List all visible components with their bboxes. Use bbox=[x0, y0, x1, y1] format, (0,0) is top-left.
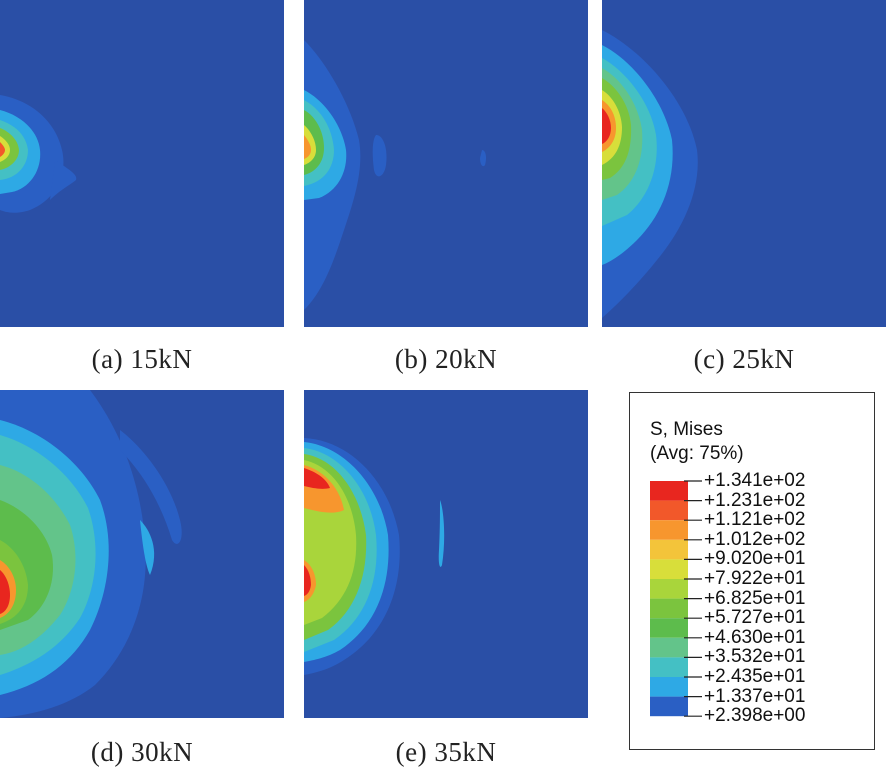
legend-swatch bbox=[650, 579, 688, 599]
caption-35kn: (e) 35kN bbox=[395, 737, 497, 767]
legend-swatch bbox=[650, 598, 688, 619]
legend-color-scale bbox=[650, 480, 702, 717]
legend-level-label: +2.398e+00 bbox=[704, 705, 806, 727]
legend-level-label: +1.231e+02 bbox=[704, 489, 806, 511]
legend-title-line1: S, Mises bbox=[650, 419, 723, 440]
legend-level-label: +6.825e+01 bbox=[704, 587, 806, 609]
stress-contour-35kn bbox=[304, 390, 588, 718]
legend-level-label: +2.435e+01 bbox=[704, 666, 806, 687]
stress-contour-30kn bbox=[0, 390, 284, 718]
stress-contour-25kn bbox=[602, 0, 886, 327]
stress-contour-15kn bbox=[0, 0, 284, 327]
contour-panel-35kn bbox=[304, 390, 588, 718]
legend-title-line2: (Avg: 75%) bbox=[650, 443, 744, 464]
legend-swatch bbox=[650, 559, 688, 579]
legend-swatch bbox=[650, 500, 688, 521]
mises-stress-legend: S, Mises (Avg: 75%) +1.341e+02 +1.231e+02… bbox=[629, 392, 875, 750]
caption-20kn: (b) 20kN bbox=[394, 344, 498, 374]
caption-30kn: (d) 30kN bbox=[90, 737, 194, 767]
legend-level-label: +4.630e+01 bbox=[704, 626, 806, 648]
contour-panel-30kn bbox=[0, 390, 284, 718]
legend-level-label: +9.020e+01 bbox=[704, 548, 806, 570]
legend-swatch bbox=[650, 696, 688, 717]
contour-panel-25kn bbox=[602, 0, 886, 327]
legend-level-label: +1.012e+02 bbox=[704, 528, 806, 550]
legend-level-label: +3.532e+01 bbox=[704, 646, 806, 668]
legend-swatch bbox=[650, 539, 688, 560]
legend-level-label: +5.727e+01 bbox=[704, 607, 806, 629]
legend-level-label: +1.121e+02 bbox=[704, 509, 806, 531]
legend-swatch bbox=[650, 520, 688, 540]
legend-swatch bbox=[650, 481, 688, 501]
legend-level-label: +1.341e+02 bbox=[704, 470, 806, 491]
legend-level-label: +1.337e+01 bbox=[704, 685, 806, 707]
contour-panel-15kn bbox=[0, 0, 284, 327]
legend-level-label: +7.922e+01 bbox=[704, 568, 806, 589]
legend-swatch bbox=[650, 677, 688, 697]
caption-25kn: (c) 25kN bbox=[693, 344, 795, 374]
legend-swatch bbox=[650, 637, 688, 658]
contour-panel-20kn bbox=[304, 0, 588, 327]
caption-15kn: (a) 15kN bbox=[91, 344, 193, 374]
stress-contour-20kn bbox=[304, 0, 588, 327]
legend-swatch bbox=[650, 657, 688, 677]
legend-swatch bbox=[650, 618, 688, 638]
